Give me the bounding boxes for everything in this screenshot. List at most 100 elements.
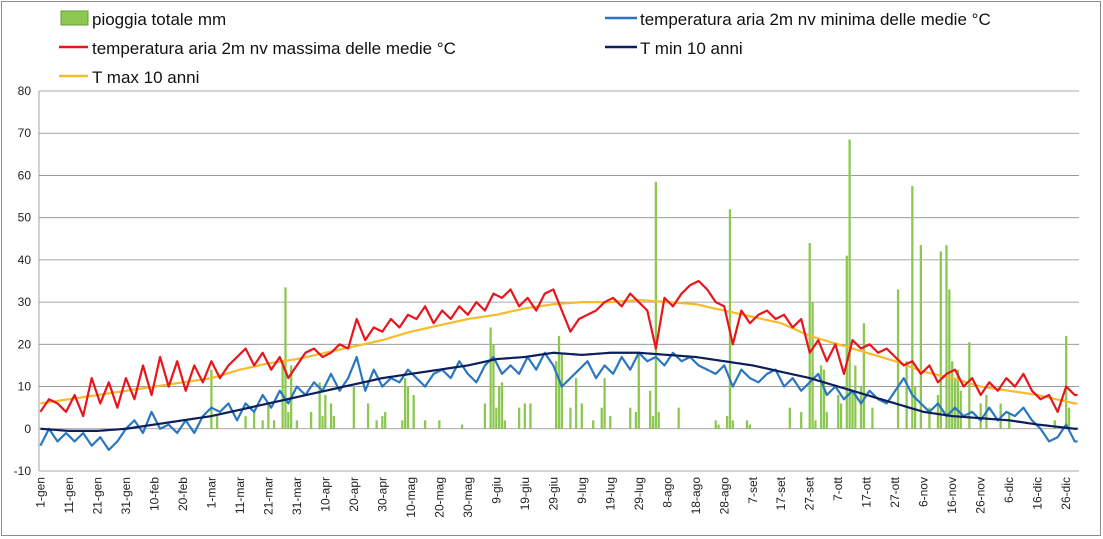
- y-tick-label: 50: [18, 211, 32, 225]
- rain-bars: [210, 139, 1071, 429]
- rain-bar: [500, 382, 504, 429]
- rain-bar: [403, 378, 407, 429]
- y-tick-label: 40: [18, 253, 32, 267]
- x-tick-label: 16-nov: [945, 477, 959, 514]
- x-tick-label: 31-mar: [290, 477, 304, 515]
- rain-bar: [381, 416, 384, 429]
- y-tick-label: 80: [18, 84, 32, 98]
- rain-bar: [928, 407, 931, 429]
- rain-bar: [839, 403, 843, 429]
- rain-bar: [569, 407, 572, 429]
- rain-bar: [495, 407, 498, 429]
- x-tick-label: 20-mag: [432, 477, 446, 518]
- y-tick-label: 60: [18, 168, 32, 182]
- rain-bar: [555, 361, 558, 429]
- temperature-lines: [39, 279, 1078, 451]
- legend-label-tmin-mean: temperatura aria 2m nv minima delle medi…: [640, 10, 991, 29]
- rain-bar: [574, 378, 578, 429]
- rain-bar: [384, 411, 387, 429]
- rain-bar: [267, 403, 270, 429]
- rain-bar: [401, 420, 404, 429]
- rain-bar: [324, 395, 327, 429]
- line-tmax-mean: [39, 279, 1078, 418]
- rain-bar: [489, 327, 492, 429]
- y-tick-label: 30: [18, 295, 32, 309]
- y-tick-label: -10: [14, 464, 32, 478]
- x-tick-label: 7-ott: [831, 476, 845, 501]
- x-tick-label: 8-ago: [660, 477, 674, 508]
- rain-bar: [728, 209, 732, 429]
- x-tick-label: 10-apr: [318, 477, 332, 512]
- rain-bar: [600, 407, 603, 429]
- rain-bar: [272, 420, 276, 429]
- line-tmin10: [40, 351, 1078, 432]
- x-tick-label: 9-giu: [489, 477, 503, 504]
- rain-bar: [800, 411, 803, 429]
- rain-bar: [609, 416, 612, 429]
- x-tick-label: 17-set: [774, 476, 788, 510]
- rain-bar: [523, 403, 526, 429]
- rain-bar: [406, 386, 410, 429]
- x-tick-label: 29-lug: [632, 477, 646, 510]
- x-tick-label: 30-apr: [375, 477, 389, 512]
- x-tick-label: 29-giu: [546, 477, 560, 510]
- rain-bar: [979, 403, 982, 429]
- rain-bar: [252, 411, 256, 429]
- x-tick-label: 26-nov: [974, 477, 988, 514]
- rain-bar: [945, 245, 948, 429]
- y-tick-label: 10: [18, 380, 32, 394]
- rain-bar: [352, 386, 355, 429]
- rain-bar: [822, 369, 826, 429]
- x-tick-label: 1-gen: [33, 477, 47, 508]
- legend-swatch-rain: [60, 10, 89, 26]
- x-tick-label: 19-giu: [518, 477, 532, 510]
- rain-bar: [503, 420, 507, 429]
- x-tick-label: 27-ott: [888, 476, 902, 507]
- rain-bar: [731, 420, 734, 429]
- x-tick-label: 27-set: [803, 476, 817, 510]
- rain-bar: [529, 403, 532, 429]
- rain-bar: [295, 420, 299, 429]
- x-tick-label: 18-ago: [689, 477, 703, 515]
- x-tick-label: 9-lug: [575, 477, 589, 504]
- x-tick-label: 6-dic: [1002, 477, 1016, 503]
- x-tick-label: 16-dic: [1031, 477, 1045, 510]
- legend-label-tmin10: T min 10 anni: [640, 39, 743, 58]
- rain-bar: [717, 424, 720, 429]
- rain-bar: [748, 424, 752, 429]
- rain-bar: [438, 420, 441, 429]
- rain-bar: [951, 361, 954, 429]
- x-tick-label: 21-mar: [261, 477, 275, 515]
- y-tick-label: 70: [18, 126, 32, 140]
- x-tick-label: 26-dic: [1059, 477, 1073, 510]
- rain-bar: [825, 411, 828, 429]
- rain-bar: [959, 390, 962, 429]
- rain-bar: [244, 416, 247, 429]
- x-tick-label: 11-gen: [62, 477, 76, 513]
- rain-bar: [318, 382, 321, 429]
- rain-bar: [287, 411, 290, 429]
- line-tmin-mean: [39, 351, 1078, 451]
- legend-label-tmax-mean: temperatura aria 2m nv massima delle med…: [92, 39, 456, 58]
- rain-bar: [819, 365, 823, 429]
- rain-bar: [210, 369, 213, 429]
- rain-bar: [215, 416, 219, 429]
- rain-bar: [366, 403, 370, 429]
- x-tick-label: 1-mar: [204, 477, 218, 508]
- x-tick-label: 17-ott: [860, 476, 874, 507]
- rain-bar: [629, 407, 632, 429]
- rain-bar: [788, 407, 791, 429]
- rain-bar: [261, 420, 264, 429]
- rain-bar: [837, 395, 840, 429]
- x-tick-label: 30-mag: [461, 477, 475, 518]
- rain-bar: [1053, 420, 1056, 429]
- y-tick-label: 20: [18, 337, 32, 351]
- rain-bar: [560, 352, 563, 429]
- rain-bar: [862, 323, 866, 429]
- rain-bar: [871, 407, 874, 429]
- rain-bar: [848, 139, 851, 429]
- rain-bar: [677, 407, 680, 429]
- rain-bar: [845, 255, 848, 429]
